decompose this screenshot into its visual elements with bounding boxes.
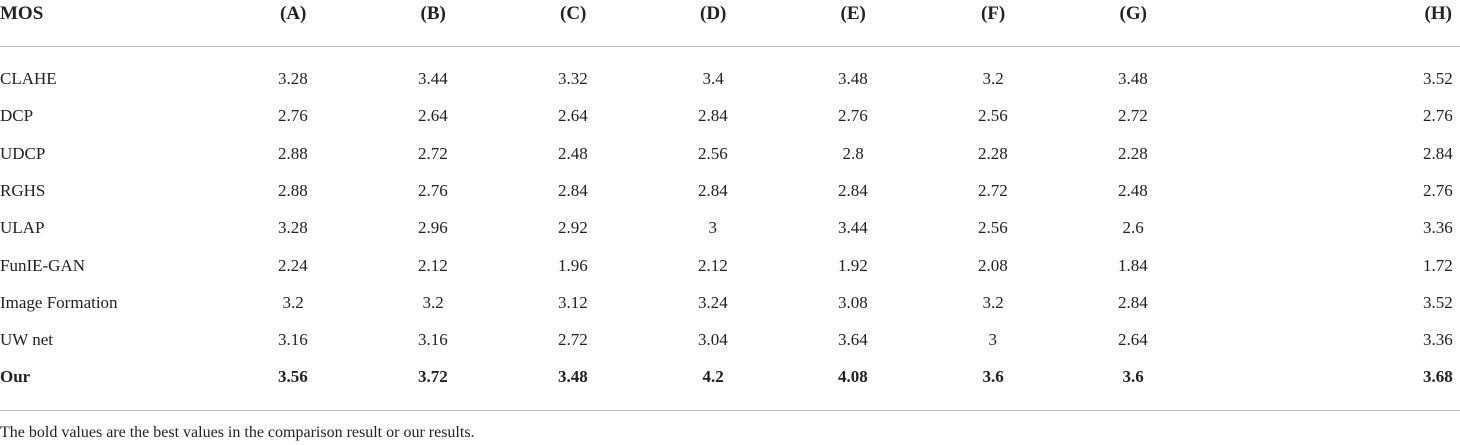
row-label: Image Formation <box>0 292 118 312</box>
cell-value: 1.84 <box>1118 255 1148 275</box>
cell-value: 3.08 <box>838 292 868 312</box>
cell-value: 1.96 <box>558 255 588 275</box>
cell-value: 3.16 <box>418 330 448 350</box>
cell-value: 4.08 <box>838 367 868 387</box>
cell-value: 3.16 <box>278 330 308 350</box>
cell-value: 2.84 <box>838 180 868 200</box>
cell-value: 2.72 <box>978 180 1008 200</box>
cell-value: 3.24 <box>698 292 728 312</box>
row-label: RGHS <box>0 180 46 200</box>
cell-value: 3.48 <box>1118 69 1148 88</box>
cell-value: 3.2 <box>422 292 444 312</box>
header-cell: (A) <box>280 3 307 24</box>
cell-value: 2.76 <box>838 106 868 126</box>
cell-value: 2.84 <box>558 180 588 200</box>
cell-value: 2.92 <box>558 218 588 238</box>
cell-value: 2.76 <box>1423 180 1453 200</box>
cell-value: 2.84 <box>698 180 728 200</box>
cell-value: 3.28 <box>278 69 308 88</box>
cell-value: 2.28 <box>1118 143 1148 163</box>
cell-value: 3 <box>988 330 998 350</box>
header-cell: MOS <box>0 3 44 24</box>
cell-value: 2.28 <box>978 143 1008 163</box>
cell-value: 2.76 <box>418 180 448 200</box>
cell-value: 3.48 <box>558 367 588 387</box>
cell-value: 3.12 <box>558 292 588 312</box>
row-label: DCP <box>0 106 34 126</box>
bottom-rule <box>0 410 1460 411</box>
cell-value: 2.96 <box>418 218 448 238</box>
header-cell: (G) <box>1119 3 1147 24</box>
cell-value: 2.88 <box>278 180 308 200</box>
header-cell: (C) <box>560 3 587 24</box>
cell-value: 3.72 <box>418 367 448 387</box>
cell-value: 2.6 <box>1122 218 1144 238</box>
cell-value: 3.44 <box>418 69 448 88</box>
cell-value: 3.2 <box>282 292 304 312</box>
row-label: UDCP <box>0 143 46 163</box>
cell-value: 3.68 <box>1423 367 1453 387</box>
cell-value: 1.92 <box>838 255 868 275</box>
footnote: The bold values are the best values in t… <box>0 424 475 441</box>
header-cell: (H) <box>1424 3 1452 24</box>
cell-value: 2.08 <box>978 255 1008 275</box>
cell-value: 2.84 <box>1118 292 1148 312</box>
cell-value: 2.48 <box>1118 180 1148 200</box>
cell-value: 2.24 <box>278 255 308 275</box>
cell-value: 3.04 <box>698 330 728 350</box>
cell-value: 2.72 <box>1118 106 1148 126</box>
cell-value: 2.64 <box>1118 330 1148 350</box>
header-rule <box>0 46 1460 47</box>
header-cell: (F) <box>981 3 1006 24</box>
cell-value: 2.76 <box>1423 106 1453 126</box>
cell-value: 3.56 <box>278 367 308 387</box>
cell-value: 2.72 <box>558 330 588 350</box>
cell-value: 3.36 <box>1423 218 1453 238</box>
cell-value: 3.6 <box>982 367 1004 387</box>
row-label: ULAP <box>0 218 45 238</box>
cell-value: 2.12 <box>418 255 448 275</box>
cell-value: 1.72 <box>1423 255 1453 275</box>
cell-value: 2.84 <box>698 106 728 126</box>
cell-value: 3.4 <box>702 69 724 88</box>
cell-value: 3.52 <box>1423 69 1453 88</box>
cell-value: 4.2 <box>702 367 724 387</box>
cell-value: 2.76 <box>278 106 308 126</box>
header-cell: (B) <box>420 3 446 24</box>
cell-value: 3.2 <box>982 69 1004 88</box>
cell-value: 2.12 <box>698 255 728 275</box>
cell-value: 3.64 <box>838 330 868 350</box>
row-label: FunIE-GAN <box>0 255 85 275</box>
cell-value: 2.64 <box>558 106 588 126</box>
cell-value: 2.56 <box>978 106 1008 126</box>
cell-value: 2.88 <box>278 143 308 163</box>
header-cell: (E) <box>840 3 866 24</box>
cell-value: 3.2 <box>982 292 1004 312</box>
cell-value: 2.48 <box>558 143 588 163</box>
cell-value: 2.56 <box>978 218 1008 238</box>
cell-value: 3.28 <box>278 218 308 238</box>
cell-value: 2.64 <box>418 106 448 126</box>
row-label: Our <box>0 367 31 387</box>
cell-value: 2.72 <box>418 143 448 163</box>
cell-value: 3 <box>708 218 718 238</box>
cell-value: 2.56 <box>698 143 728 163</box>
cell-value: 3.36 <box>1423 330 1453 350</box>
cell-value: 3.6 <box>1122 367 1144 387</box>
cell-value: 3.32 <box>558 69 588 88</box>
cell-value: 3.52 <box>1423 292 1453 312</box>
cell-value: 2.8 <box>842 143 864 163</box>
cell-value: 3.48 <box>838 69 868 88</box>
header-cell: (D) <box>700 3 727 24</box>
cell-value: 2.84 <box>1423 143 1453 163</box>
cell-value: 3.44 <box>838 218 868 238</box>
row-label: UW net <box>0 330 54 350</box>
row-label: CLAHE <box>0 69 57 88</box>
